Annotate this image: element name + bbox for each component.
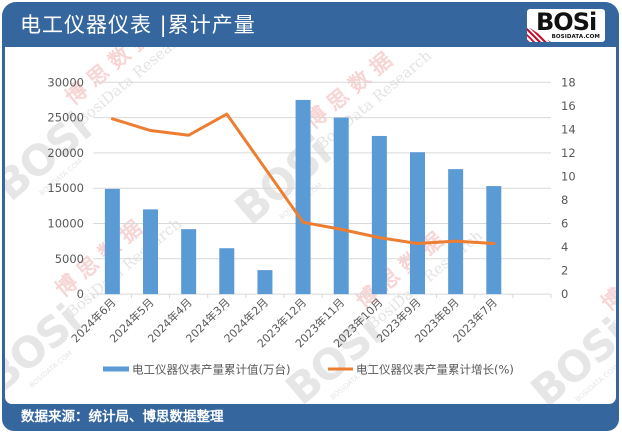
line-series (110, 112, 496, 246)
legend: 电工仪器仪表产量累计值(万台) 电工仪器仪表产量累计增长(%) (103, 363, 514, 377)
left-axis-tick-label: 0 (77, 287, 84, 301)
legend-bar-label: 电工仪器仪表产量累计值(万台) (132, 363, 290, 377)
right-axis-tick-label: 12 (561, 146, 576, 160)
right-axis-tick-label: 8 (561, 193, 568, 207)
legend-bar-swatch-icon (103, 366, 129, 372)
logo-site-text: BOSIDATA.COM (551, 34, 600, 40)
logo-wordmark: BOSi (536, 9, 597, 36)
bar (448, 169, 464, 295)
left-axis-tick-label: 5000 (55, 252, 84, 266)
legend-item-line: 电工仪器仪表产量累计增长(%) (328, 363, 514, 377)
left-axis-tick-label: 10000 (47, 217, 84, 231)
x-axis: 2024年6月2024年5月2024年4月2024年3月2024年2月2023年… (68, 294, 552, 350)
right-axis-tick-label: 10 (561, 169, 576, 183)
gridlines (93, 81, 551, 295)
right-axis-tick-label: 6 (561, 217, 568, 231)
data-source-note: 数据来源：统计局、博思数据整理 (21, 409, 224, 425)
left-axis-labels: 0 5000 10000 15000 20000 25000 30000 (47, 75, 84, 301)
growth-line (110, 112, 496, 246)
bosi-logo: BOSi BOSIDATA.COM (527, 9, 605, 42)
right-axis-tick-label: 14 (561, 122, 576, 136)
right-axis-labels: 0 2 4 6 8 10 12 14 16 18 (561, 75, 576, 301)
legend-line-label: 电工仪器仪表产量累计增长(%) (356, 363, 514, 377)
bar (333, 117, 349, 295)
bar (257, 270, 273, 295)
left-axis-tick-label: 30000 (47, 75, 84, 89)
right-axis-tick-label: 16 (561, 99, 576, 113)
left-axis-tick-label: 15000 (47, 181, 84, 195)
left-axis-tick-label: 25000 (47, 111, 84, 125)
right-axis-tick-label: 0 (561, 287, 568, 301)
bar (143, 209, 159, 295)
bar (295, 99, 311, 295)
left-axis-tick-label: 20000 (47, 146, 84, 160)
bar (410, 152, 426, 295)
bar (486, 186, 502, 295)
bar (371, 135, 387, 295)
right-axis-tick-label: 4 (561, 240, 568, 254)
bar (181, 229, 197, 295)
right-axis-tick-label: 2 (561, 264, 568, 278)
page-title: 电工仪器仪表 |累计产量 (20, 13, 256, 37)
legend-item-bar: 电工仪器仪表产量累计值(万台) (103, 363, 290, 377)
bar (104, 188, 120, 295)
right-axis-tick-label: 18 (561, 75, 576, 89)
bar (219, 248, 235, 295)
bar-series (104, 99, 502, 295)
